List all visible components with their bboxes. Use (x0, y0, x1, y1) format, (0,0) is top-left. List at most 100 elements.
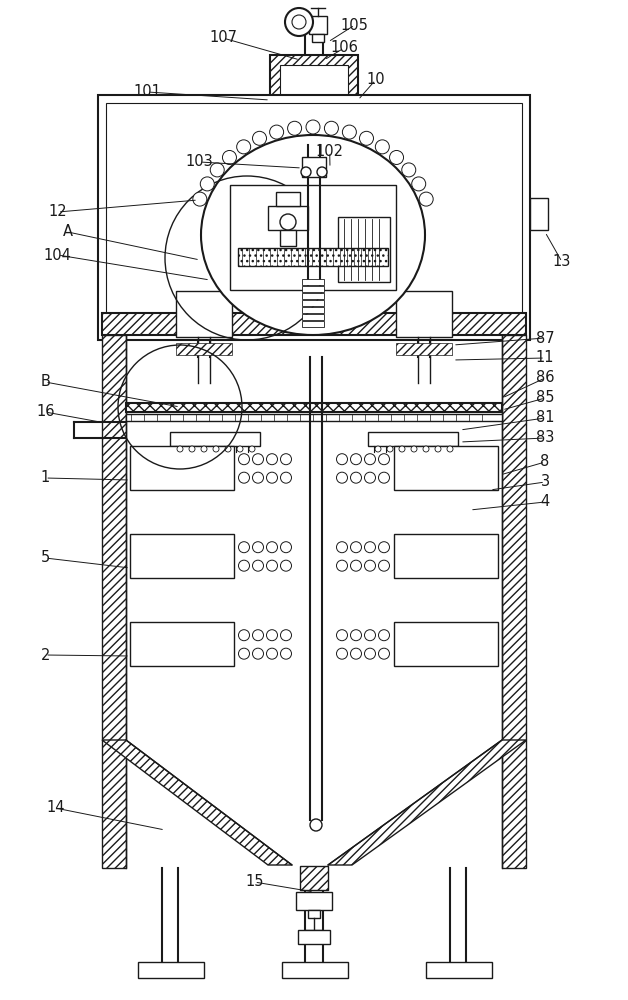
Bar (130, 622, 234, 666)
Bar (396, 343, 452, 355)
Bar (98, 95, 530, 340)
Bar (338, 217, 390, 282)
Bar (268, 206, 308, 230)
Text: 16: 16 (36, 404, 55, 419)
Bar (302, 314, 324, 320)
Circle shape (252, 542, 264, 553)
Circle shape (350, 560, 362, 571)
Bar (300, 866, 328, 890)
Circle shape (379, 472, 389, 483)
Circle shape (266, 472, 278, 483)
Circle shape (375, 446, 381, 452)
Circle shape (447, 446, 453, 452)
Bar (238, 248, 388, 266)
Circle shape (310, 819, 322, 831)
Circle shape (252, 131, 266, 145)
Circle shape (379, 542, 389, 553)
Circle shape (337, 472, 347, 483)
Text: 104: 104 (44, 247, 72, 262)
Text: 81: 81 (536, 410, 555, 425)
Circle shape (252, 472, 264, 483)
Bar (276, 192, 300, 206)
Text: 106: 106 (330, 40, 358, 55)
Circle shape (435, 446, 441, 452)
Text: B: B (40, 374, 50, 389)
Circle shape (350, 630, 362, 641)
Circle shape (252, 630, 264, 641)
Bar (102, 313, 526, 335)
Circle shape (266, 630, 278, 641)
Polygon shape (102, 740, 292, 865)
Circle shape (411, 446, 417, 452)
Bar (394, 534, 498, 578)
Circle shape (419, 192, 433, 206)
Bar (298, 930, 330, 944)
Circle shape (269, 125, 284, 139)
Circle shape (350, 454, 362, 465)
Text: 15: 15 (245, 874, 264, 890)
Text: 86: 86 (536, 370, 555, 385)
Circle shape (200, 177, 214, 191)
Circle shape (249, 446, 255, 452)
Circle shape (266, 648, 278, 659)
Bar (176, 291, 232, 337)
Circle shape (337, 560, 347, 571)
Circle shape (239, 648, 249, 659)
Circle shape (379, 454, 389, 465)
Polygon shape (328, 740, 526, 865)
Bar (302, 279, 324, 285)
Bar (176, 343, 232, 355)
Circle shape (301, 167, 311, 177)
Circle shape (364, 648, 376, 659)
Circle shape (177, 446, 183, 452)
Circle shape (359, 131, 374, 145)
Bar (130, 446, 234, 490)
Circle shape (210, 163, 224, 177)
Circle shape (252, 648, 264, 659)
Circle shape (376, 140, 389, 154)
Bar (502, 335, 526, 868)
Bar (302, 157, 326, 177)
Bar (426, 962, 492, 978)
Text: 101: 101 (134, 85, 161, 100)
Circle shape (412, 177, 426, 191)
Circle shape (379, 560, 389, 571)
Text: 85: 85 (536, 390, 555, 406)
Text: 11: 11 (536, 351, 555, 365)
Circle shape (281, 560, 291, 571)
Circle shape (364, 542, 376, 553)
Circle shape (281, 648, 291, 659)
Bar (230, 185, 396, 290)
Circle shape (306, 120, 320, 134)
Circle shape (288, 121, 301, 135)
Circle shape (292, 15, 306, 29)
Text: 105: 105 (341, 17, 369, 32)
Circle shape (281, 454, 291, 465)
Bar (126, 414, 502, 421)
Circle shape (350, 542, 362, 553)
Bar (312, 34, 324, 42)
Bar (280, 65, 348, 135)
Bar (126, 403, 502, 412)
Circle shape (239, 560, 249, 571)
Text: 12: 12 (48, 205, 67, 220)
Text: 14: 14 (46, 800, 65, 816)
Text: 107: 107 (209, 30, 237, 45)
Circle shape (285, 8, 313, 36)
Circle shape (317, 167, 327, 177)
Circle shape (237, 140, 251, 154)
Bar (106, 103, 522, 332)
Circle shape (237, 446, 243, 452)
Circle shape (379, 630, 389, 641)
Bar (130, 534, 234, 578)
Text: 83: 83 (536, 430, 555, 446)
Bar (396, 291, 452, 337)
Circle shape (350, 472, 362, 483)
Bar (102, 335, 126, 868)
Text: 2: 2 (41, 648, 50, 662)
Bar (302, 286, 324, 292)
Circle shape (387, 446, 393, 452)
Circle shape (402, 163, 416, 177)
Text: A: A (63, 225, 73, 239)
Bar (394, 446, 498, 490)
